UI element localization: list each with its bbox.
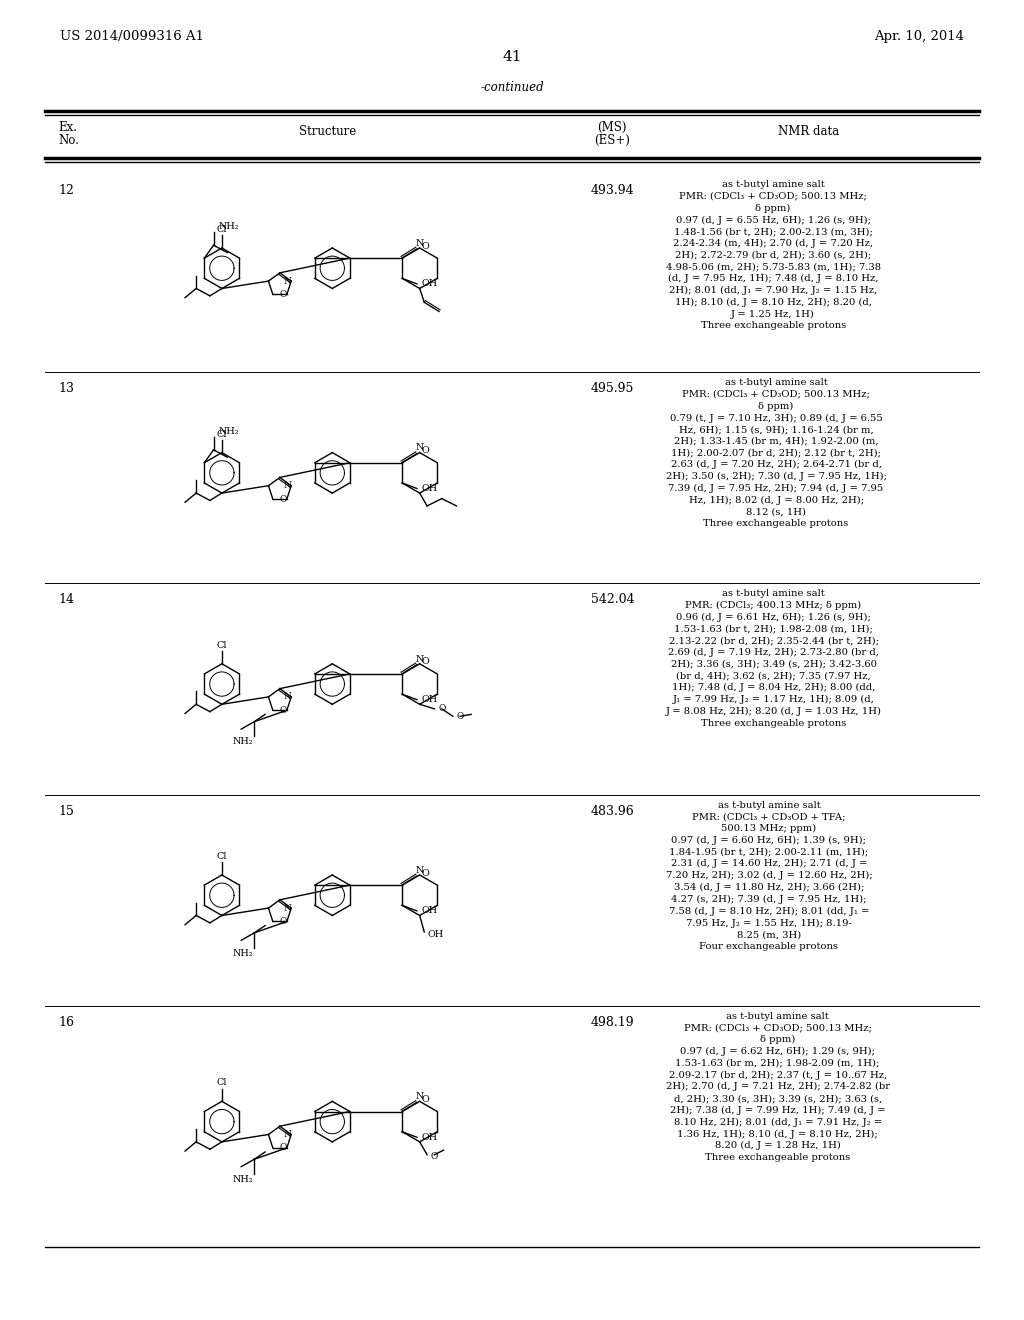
Text: 542.04: 542.04	[591, 594, 634, 606]
Text: N: N	[284, 904, 292, 912]
Text: 15: 15	[58, 805, 75, 817]
Text: 16: 16	[58, 1016, 75, 1028]
Text: O: O	[431, 1152, 438, 1162]
Text: O: O	[422, 446, 429, 455]
Text: 483.96: 483.96	[591, 805, 634, 817]
Text: N: N	[284, 482, 292, 490]
Text: O: O	[457, 711, 464, 721]
Text: N: N	[416, 444, 424, 453]
Text: NMR data: NMR data	[778, 125, 840, 137]
Text: O: O	[280, 1143, 287, 1152]
Text: OH: OH	[422, 280, 437, 288]
Text: Cl: Cl	[217, 853, 227, 861]
Text: Structure: Structure	[299, 125, 356, 137]
Text: OH: OH	[422, 696, 437, 704]
Text: Cl: Cl	[217, 1078, 227, 1088]
Text: 13: 13	[58, 383, 75, 395]
Text: as t-butyl amine salt
PMR: (CDCl₃ + CD₃OD; 500.13 MHz;
δ ppm)
0.97 (d, J = 6.55 : as t-butyl amine salt PMR: (CDCl₃ + CD₃O…	[666, 181, 881, 330]
Text: N: N	[284, 1130, 292, 1139]
Text: O: O	[280, 495, 287, 503]
Text: as t-butyl amine salt
PMR: (CDCl₃; 400.13 MHz; δ ppm)
0.96 (d, J = 6.61 Hz, 6H);: as t-butyl amine salt PMR: (CDCl₃; 400.1…	[666, 590, 882, 727]
Text: OH: OH	[422, 484, 437, 492]
Text: 12: 12	[58, 185, 75, 197]
Text: as t-butyl amine salt
PMR: (CDCl₃ + CD₃OD; 500.13 MHz;
δ ppm)
0.97 (d, J = 6.62 : as t-butyl amine salt PMR: (CDCl₃ + CD₃O…	[666, 1012, 890, 1162]
Text: NH₂: NH₂	[232, 738, 253, 747]
Text: NH₂: NH₂	[218, 426, 239, 436]
Text: No.: No.	[58, 133, 79, 147]
Text: O: O	[422, 1096, 429, 1104]
Text: as t-butyl amine salt
PMR: (CDCl₃ + CD₃OD + TFA;
500.13 MHz; ppm)
0.97 (d, J = 6: as t-butyl amine salt PMR: (CDCl₃ + CD₃O…	[666, 801, 872, 950]
Text: 14: 14	[58, 594, 75, 606]
Text: NH₂: NH₂	[232, 949, 253, 958]
Text: Cl: Cl	[217, 642, 227, 649]
Text: O: O	[422, 869, 429, 878]
Text: 498.19: 498.19	[591, 1016, 634, 1028]
Text: N: N	[416, 1092, 424, 1101]
Text: US 2014/0099316 A1: US 2014/0099316 A1	[60, 30, 205, 44]
Text: OH: OH	[428, 931, 444, 940]
Text: O: O	[280, 290, 287, 298]
Text: N: N	[416, 655, 424, 664]
Text: N: N	[284, 693, 292, 701]
Text: OH: OH	[422, 907, 437, 915]
Text: (MS): (MS)	[598, 121, 627, 133]
Text: O: O	[422, 657, 429, 667]
Text: N: N	[284, 277, 292, 285]
Text: Apr. 10, 2014: Apr. 10, 2014	[873, 30, 964, 44]
Text: O: O	[280, 706, 287, 714]
Text: N: N	[416, 239, 424, 248]
Text: OH: OH	[422, 1133, 437, 1142]
Text: N: N	[416, 866, 424, 875]
Text: O: O	[280, 917, 287, 925]
Text: as t-butyl amine salt
PMR: (CDCl₃ + CD₃OD; 500.13 MHz;
δ ppm)
0.79 (t, J = 7.10 : as t-butyl amine salt PMR: (CDCl₃ + CD₃O…	[666, 379, 887, 528]
Text: O: O	[422, 242, 429, 251]
Text: Cl: Cl	[217, 430, 227, 438]
Text: Ex.: Ex.	[58, 121, 78, 133]
Text: Cl: Cl	[217, 226, 227, 234]
Text: NH₂: NH₂	[232, 1175, 253, 1184]
Text: 493.94: 493.94	[591, 185, 634, 197]
Text: -continued: -continued	[480, 81, 544, 94]
Text: O: O	[438, 705, 445, 713]
Text: NH₂: NH₂	[218, 222, 239, 231]
Text: 495.95: 495.95	[591, 383, 634, 395]
Text: (ES+): (ES+)	[594, 133, 631, 147]
Text: 41: 41	[502, 50, 522, 63]
